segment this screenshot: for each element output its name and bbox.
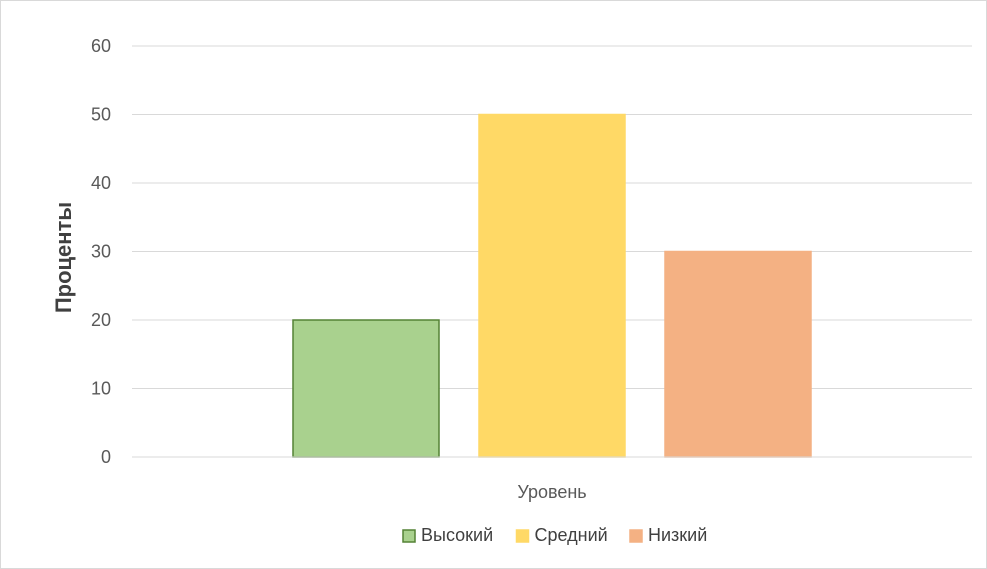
- y-tick-label: 20: [91, 310, 111, 330]
- y-tick-label: 30: [91, 242, 111, 262]
- y-tick-label: 40: [91, 173, 111, 193]
- bar-2: [478, 113, 626, 458]
- bar-3: [664, 250, 812, 458]
- y-tick-label: 10: [91, 379, 111, 399]
- y-axis-tick-labels: 0 10 20 30 40 50 60: [91, 36, 111, 467]
- x-axis-title: Уровень: [517, 482, 586, 502]
- y-tick-label: 50: [91, 105, 111, 125]
- legend: Высокий Средний Низкий: [402, 525, 707, 545]
- bars: [292, 113, 812, 458]
- legend-label: Низкий: [648, 525, 707, 545]
- y-axis-title: Проценты: [51, 202, 76, 313]
- legend-swatch: [629, 529, 643, 543]
- legend-swatch: [515, 529, 530, 543]
- y-tick-label: 0: [101, 447, 111, 467]
- bar-1: [292, 319, 440, 458]
- legend-label: Высокий: [421, 525, 493, 545]
- legend-label: Средний: [535, 525, 608, 545]
- legend-swatch: [402, 529, 416, 543]
- y-tick-label: 60: [91, 36, 111, 56]
